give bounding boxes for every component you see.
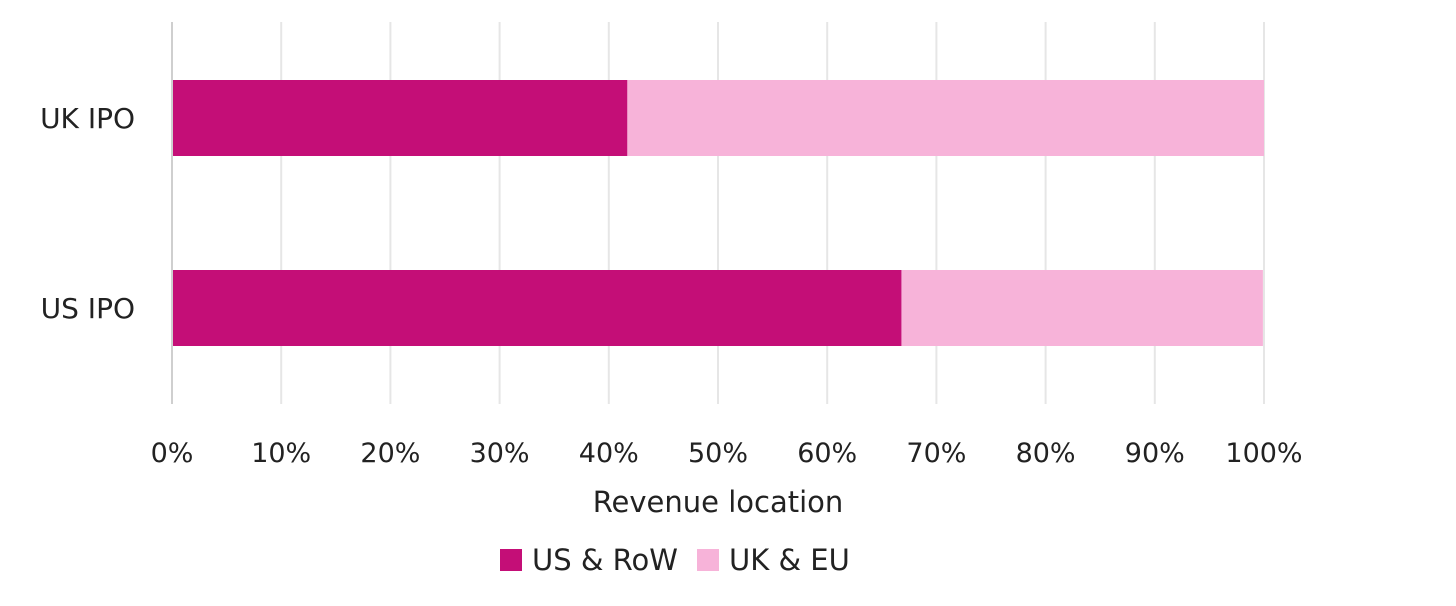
x-tick-label: 90% [1125, 438, 1185, 469]
x-tick-label: 20% [360, 438, 420, 469]
x-axis-title: Revenue location [593, 485, 844, 519]
x-tick-label: 30% [470, 438, 530, 469]
y-category-label: US IPO [41, 292, 135, 325]
gridlines [280, 22, 1265, 404]
legend-swatch [500, 549, 522, 571]
bar-segment [172, 80, 628, 156]
x-tick-label: 80% [1016, 438, 1076, 469]
x-tick-label: 40% [579, 438, 639, 469]
axes: 0% 10% 20% 30% 40% 50% 60% 70% 80% 90% 100% UK IPO U… [40, 22, 1303, 519]
x-tick-label: 0% [151, 438, 194, 469]
legend: US & RoW UK & EU [500, 543, 850, 577]
x-tick-label: 10% [251, 438, 311, 469]
bars [172, 80, 1264, 346]
bar-segment [627, 80, 1264, 156]
legend-swatch [697, 549, 719, 571]
x-tick-label: 100% [1225, 438, 1302, 469]
bar-segment [172, 270, 902, 346]
legend-label: US & RoW [532, 543, 678, 577]
legend-label: UK & EU [729, 543, 850, 577]
bar-segment [901, 270, 1263, 346]
x-tick-label: 70% [906, 438, 966, 469]
y-category-label: UK IPO [40, 102, 135, 135]
x-tick-label: 60% [797, 438, 857, 469]
x-tick-label: 50% [688, 438, 748, 469]
